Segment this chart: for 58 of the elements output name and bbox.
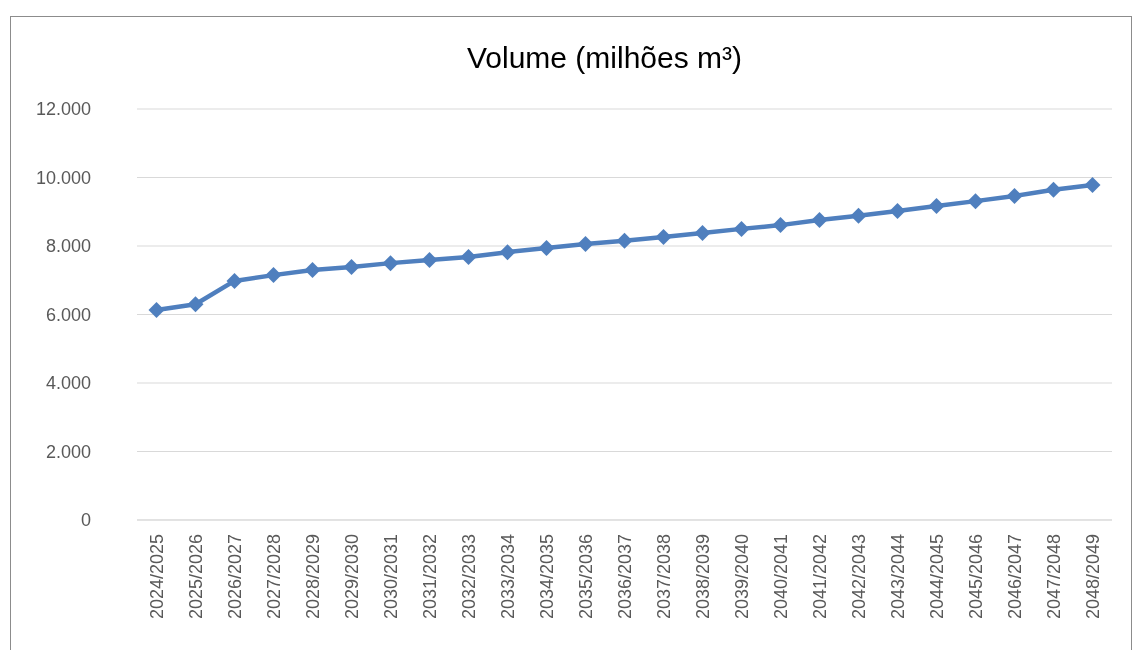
x-tick-label: 2028/2029 [302, 534, 323, 620]
x-tick-label: 2045/2046 [965, 534, 986, 620]
point [265, 267, 282, 284]
x-tick-label: 2035/2036 [575, 534, 596, 620]
x-tick-label: 2038/2039 [692, 534, 713, 620]
point [382, 255, 399, 272]
point [421, 252, 438, 269]
x-tick-label: 2027/2028 [263, 534, 284, 620]
point [1084, 177, 1101, 194]
point [460, 248, 477, 265]
point [577, 235, 594, 252]
x-tick-label: 2048/2049 [1082, 534, 1103, 620]
point [148, 302, 165, 319]
point [1045, 181, 1062, 198]
chart-title: Volume (milhões m³) [466, 41, 743, 74]
y-tick-label: 12.000 [35, 99, 91, 120]
point [694, 224, 711, 241]
y-tick-label: 8.000 [45, 236, 91, 257]
x-tick-label: 2036/2037 [614, 534, 635, 620]
x-tick-label: 2040/2041 [770, 534, 791, 620]
point [1006, 188, 1023, 204]
x-tick-label: 2031/2032 [419, 534, 440, 620]
x-tick-label: 2034/2035 [536, 534, 557, 620]
point [538, 240, 555, 257]
x-tick-label: 2024/2025 [146, 534, 167, 620]
y-tick-label: 0 [80, 510, 91, 531]
point [655, 229, 672, 246]
point [733, 220, 750, 237]
point [850, 207, 867, 224]
point [187, 296, 204, 313]
x-tick-label: 2042/2043 [848, 534, 869, 620]
y-tick-label: 6.000 [45, 304, 91, 325]
x-tick-label: 2025/2026 [185, 534, 206, 620]
y-tick-label: 10.000 [35, 167, 91, 188]
y-tick-label: 4.000 [45, 373, 91, 394]
x-tick-label: 2046/2047 [1004, 534, 1025, 620]
x-tick-label: 2039/2040 [731, 534, 752, 620]
x-tick-label: 2043/2044 [887, 534, 908, 620]
x-tick-label: 2037/2038 [653, 534, 674, 620]
point [967, 193, 984, 210]
x-tick-label: 2026/2027 [224, 534, 245, 620]
x-tick-label: 2041/2042 [809, 534, 830, 620]
x-tick-label: 2030/2031 [380, 534, 401, 620]
point [304, 261, 321, 278]
point [889, 203, 906, 220]
x-tick-label: 2029/2030 [341, 534, 362, 620]
point [226, 272, 243, 289]
point [928, 197, 945, 214]
x-tick-label: 2033/2034 [497, 534, 518, 620]
x-tick-label: 2047/2048 [1043, 534, 1064, 620]
point [772, 217, 789, 234]
x-tick-label: 2044/2045 [926, 534, 947, 620]
point [343, 258, 360, 275]
y-tick-label: 2.000 [45, 441, 91, 462]
point [616, 232, 633, 249]
x-tick-label: 2032/2033 [458, 534, 479, 620]
point [499, 244, 516, 261]
point [811, 211, 828, 228]
